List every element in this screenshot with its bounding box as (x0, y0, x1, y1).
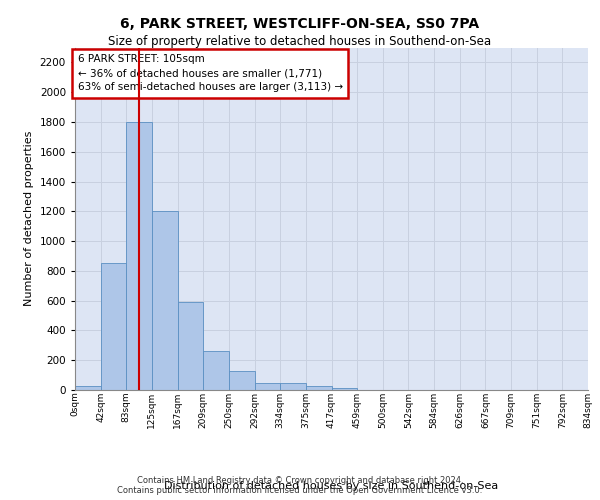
Text: Size of property relative to detached houses in Southend-on-Sea: Size of property relative to detached ho… (109, 35, 491, 48)
Bar (306, 386, 331, 390)
Bar (75, 386, 101, 390)
Bar (331, 388, 357, 390)
Bar (101, 264, 127, 390)
Bar (152, 212, 178, 390)
Text: Contains HM Land Registry data © Crown copyright and database right 2024.: Contains HM Land Registry data © Crown c… (137, 476, 463, 485)
Text: 6 PARK STREET: 105sqm
← 36% of detached houses are smaller (1,771)
63% of semi-d: 6 PARK STREET: 105sqm ← 36% of detached … (77, 54, 343, 92)
Bar (280, 384, 306, 390)
Text: Contains public sector information licensed under the Open Government Licence v3: Contains public sector information licen… (118, 486, 482, 495)
Bar (203, 352, 229, 390)
Bar (254, 382, 280, 390)
Bar (178, 302, 203, 390)
X-axis label: Distribution of detached houses by size in Southend-on-Sea: Distribution of detached houses by size … (164, 480, 499, 490)
Text: 6, PARK STREET, WESTCLIFF-ON-SEA, SS0 7PA: 6, PARK STREET, WESTCLIFF-ON-SEA, SS0 7P… (121, 18, 479, 32)
Y-axis label: Number of detached properties: Number of detached properties (24, 131, 34, 306)
Bar (229, 372, 254, 390)
Bar (127, 122, 152, 390)
